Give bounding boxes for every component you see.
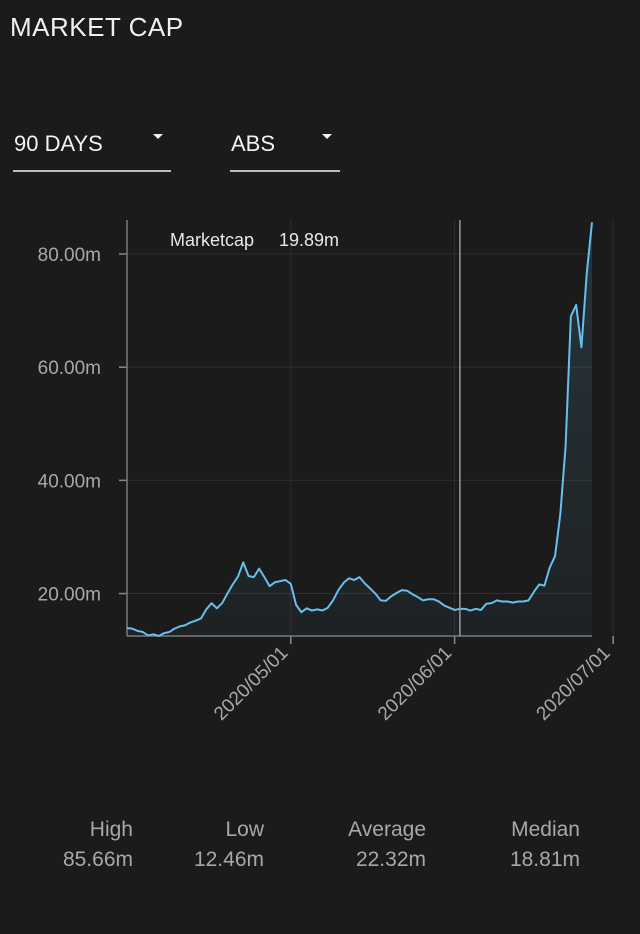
caret-down-icon <box>153 134 163 139</box>
stat-low: Low 12.46m <box>194 818 264 872</box>
series-line <box>126 222 593 637</box>
mode-dropdown[interactable]: ABS <box>230 126 340 172</box>
x-tick-label: 2020/05/01 <box>210 643 292 725</box>
stat-average: Average 22.32m <box>348 818 426 872</box>
caret-down-icon <box>322 134 332 139</box>
stat-label: Low <box>225 818 264 841</box>
stat-label: Average <box>348 818 426 841</box>
tooltip-value: 19.89m <box>279 230 339 250</box>
series-area <box>127 222 592 636</box>
page-title: MARKET CAP <box>10 12 184 42</box>
range-dropdown[interactable]: 90 DAYS <box>13 126 171 172</box>
y-tick-label: 60.00m <box>38 358 101 379</box>
tooltip-label: Marketcap <box>170 230 254 250</box>
chart-axes: 20.00m 40.00m 60.00m 80.00m 2020/05/01 2020/0… <box>38 220 615 725</box>
range-dropdown-value: 90 DAYS <box>14 131 103 156</box>
stat-value: 22.32m <box>355 848 426 871</box>
chart-grid <box>127 220 614 636</box>
chart-tooltip: Marketcap 19.89m <box>170 230 339 250</box>
y-tick-label: 20.00m <box>38 585 101 606</box>
stat-label: Median <box>511 818 580 841</box>
y-tick-label: 40.00m <box>38 471 101 492</box>
x-tick-label: 2020/07/01 <box>533 643 615 725</box>
chart-series <box>126 222 593 637</box>
stat-value: 12.46m <box>193 848 264 871</box>
y-tick-label: 80.00m <box>38 245 101 266</box>
stat-median: Median 18.81m <box>510 818 580 872</box>
x-tick-label: 2020/06/01 <box>374 643 456 725</box>
stat-value: 85.66m <box>62 848 133 871</box>
stat-label: High <box>89 818 133 841</box>
market-cap-chart[interactable]: 20.00m 40.00m 60.00m 80.00m 2020/05/01 2020/0… <box>0 210 640 770</box>
stat-high: High 85.66m <box>63 818 133 872</box>
mode-dropdown-value: ABS <box>231 131 276 156</box>
stat-value: 18.81m <box>509 848 580 871</box>
